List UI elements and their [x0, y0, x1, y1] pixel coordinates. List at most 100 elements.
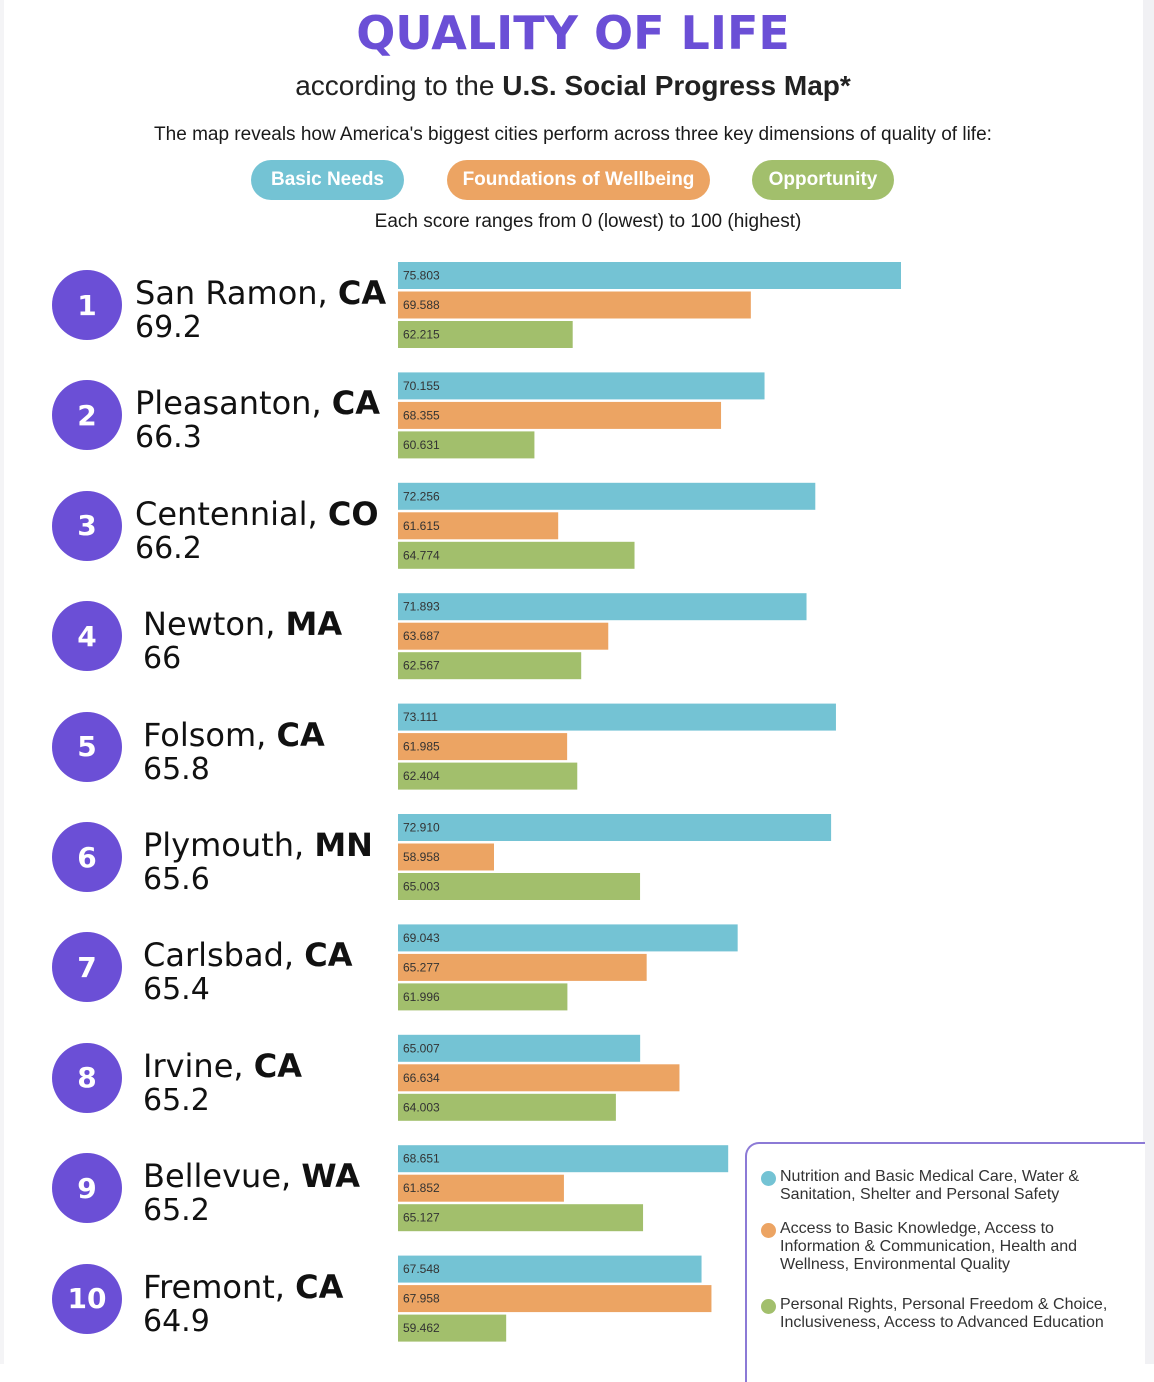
- rank-badge: 3: [52, 490, 122, 561]
- bar-value-label: 62.404: [403, 769, 440, 783]
- rank-badge: 2: [52, 380, 122, 451]
- overall-score: 69.2: [135, 310, 202, 345]
- bar-value-label: 65.127: [403, 1211, 440, 1225]
- overall-score: 65.6: [143, 862, 210, 897]
- bar-foundations: [398, 953, 647, 981]
- bar-value-label: 68.651: [403, 1152, 440, 1166]
- city-name: Carlsbad, CA: [143, 939, 353, 971]
- frame-right-edge: [1143, 0, 1154, 1364]
- bar-value-label: 69.043: [403, 931, 440, 945]
- basic-needs-pill: Basic Needs: [251, 160, 404, 200]
- overall-score: 65.4: [143, 972, 210, 1008]
- bar-value-label: 59.462: [403, 1321, 440, 1335]
- bar-value-label: 64.003: [403, 1100, 440, 1114]
- legend-box: Nutrition and Basic Medical Care, Water …: [745, 1142, 1145, 1382]
- bar-value-label: 68.355: [403, 408, 440, 422]
- city-label: Pleasanton,: [135, 384, 332, 423]
- city-name: Bellevue, WA: [143, 1160, 360, 1192]
- city-label: Plymouth,: [143, 826, 315, 864]
- range-note: Each score ranges from 0 (lowest) to 100…: [374, 211, 802, 232]
- rank-badge: 8: [52, 1042, 122, 1113]
- rank-badge: 7: [52, 932, 122, 1003]
- bar-opportunity: [398, 1314, 507, 1342]
- city-label: San Ramon,: [135, 274, 338, 312]
- bar-foundations: [398, 622, 609, 650]
- overall-score: 64.9: [143, 1303, 210, 1339]
- rank-badge: 1: [52, 270, 122, 340]
- subtitle-prefix: according to the: [295, 70, 503, 101]
- bar-value-label: 67.958: [403, 1292, 440, 1306]
- legend-dot-foundations: [761, 1223, 776, 1238]
- bar-foundations: [398, 733, 568, 761]
- state-label: MA: [285, 605, 343, 644]
- bar-value-label: 64.774: [403, 548, 440, 562]
- subtitle-source: U.S. Social Progress Map*: [502, 70, 851, 101]
- state-label: CA: [276, 715, 325, 754]
- bar-value-label: 62.215: [403, 328, 440, 342]
- state-label: CO: [327, 494, 379, 533]
- bar-opportunity: [398, 541, 635, 569]
- bar-value-label: 61.852: [403, 1181, 440, 1195]
- legend-text-basic-needs: Nutrition and Basic Medical Care, Water …: [780, 1168, 1080, 1203]
- city-name: Fremont, CA: [143, 1271, 343, 1303]
- legend-text-foundations: Access to Basic Knowledge, Access to Inf…: [780, 1220, 1078, 1273]
- city-label: Folsom,: [143, 715, 277, 754]
- page-title: QUALITY OF LIFE: [356, 6, 790, 60]
- intro-text: The map reveals how America's biggest ci…: [154, 124, 992, 145]
- city-label: Bellevue,: [143, 1157, 302, 1196]
- city-label: Irvine,: [143, 1046, 254, 1085]
- city-label: Carlsbad,: [143, 936, 305, 975]
- bar-basic-needs: [398, 1255, 702, 1283]
- bar-basic-needs: [398, 1034, 641, 1062]
- rank-badge: 5: [52, 711, 122, 782]
- bar-basic-needs: [398, 924, 738, 952]
- overall-score: 65.8: [143, 751, 210, 787]
- state-label: CA: [253, 1046, 302, 1085]
- city-label: Centennial,: [135, 494, 328, 533]
- bar-value-label: 73.111: [403, 710, 438, 724]
- bar-value-label: 71.893: [403, 600, 440, 614]
- bar-foundations: [398, 291, 751, 319]
- bar-basic-needs: [398, 593, 807, 621]
- bar-basic-needs: [398, 482, 816, 510]
- bar-value-label: 63.687: [403, 629, 440, 643]
- bar-value-label: 69.588: [403, 298, 440, 312]
- bar-value-label: 70.155: [403, 379, 440, 393]
- bar-opportunity: [398, 1204, 644, 1232]
- bar-opportunity: [398, 652, 582, 680]
- overall-score: 66.3: [135, 420, 202, 456]
- bar-foundations: [398, 1174, 564, 1202]
- opportunity-pill: Opportunity: [752, 160, 894, 200]
- legend-text-opportunity: Personal Rights, Personal Freedom & Choi…: [780, 1296, 1108, 1331]
- bar-value-label: 72.910: [403, 821, 440, 835]
- state-label: CA: [331, 384, 381, 423]
- bar-foundations: [398, 1285, 712, 1313]
- city-name: Newton, MA: [143, 608, 342, 640]
- overall-score: 66.2: [135, 530, 202, 566]
- state-label: CA: [304, 936, 353, 975]
- bar-foundations: [398, 1064, 680, 1092]
- bar-basic-needs: [398, 703, 836, 731]
- rank-badge: 10: [52, 1263, 122, 1334]
- city-name: Folsom, CA: [143, 719, 325, 751]
- bar-value-label: 61.996: [403, 990, 440, 1004]
- legend-dot-opportunity: [761, 1299, 776, 1314]
- foundations-pill: Foundations of Wellbeing: [447, 160, 710, 200]
- bar-value-label: 66.634: [403, 1071, 440, 1085]
- city-name: Plymouth, MN: [143, 829, 373, 861]
- bar-foundations: [398, 401, 722, 429]
- bar-value-label: 65.277: [403, 960, 440, 974]
- city-label: Newton,: [143, 605, 286, 644]
- overall-score: 65.2: [143, 1082, 210, 1118]
- bar-opportunity: [398, 762, 578, 790]
- state-label: MN: [314, 826, 373, 864]
- city-name: Pleasanton, CA: [135, 387, 380, 419]
- overall-score: 65.2: [143, 1193, 210, 1229]
- bar-basic-needs: [398, 262, 901, 289]
- bar-value-label: 61.985: [403, 740, 440, 754]
- bar-foundations: [398, 843, 494, 871]
- bar-value-label: 65.007: [403, 1041, 440, 1055]
- bar-value-label: 65.003: [403, 880, 440, 894]
- bar-opportunity: [398, 1093, 616, 1121]
- rank-badge: 9: [52, 1153, 122, 1224]
